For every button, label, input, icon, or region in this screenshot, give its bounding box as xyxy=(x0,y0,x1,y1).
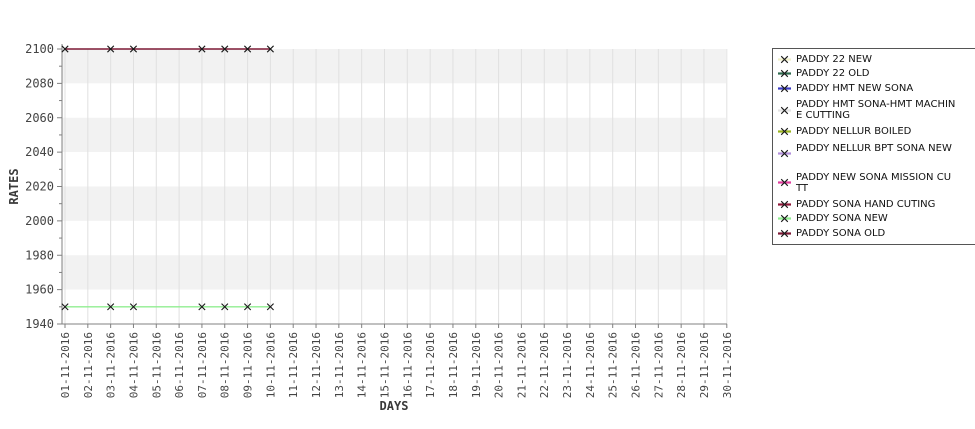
plot-band xyxy=(62,83,726,118)
legend-item: PADDY 22 OLD xyxy=(778,67,975,82)
legend-item-label: PADDY 22 NEW xyxy=(796,53,872,65)
x-marker xyxy=(266,45,274,53)
y-tick-label: 2040 xyxy=(25,145,54,159)
legend-item: PADDY HMT NEW SONA xyxy=(778,81,975,96)
legend-x-marker-icon xyxy=(778,144,791,163)
legend-item-label: PADDY HMT SONA-HMT MACHIN E CUTTING xyxy=(796,99,956,121)
x-tick-label: 05-11-2016 xyxy=(150,332,163,398)
legend-x-marker-icon xyxy=(778,79,791,98)
x-tick-label: 17-11-2016 xyxy=(424,332,437,398)
x-marker xyxy=(61,45,69,53)
legend-item: PADDY NEW SONA MISSION CU TT xyxy=(778,168,975,197)
x-marker xyxy=(266,303,274,311)
x-tick-label: 23-11-2016 xyxy=(561,332,574,398)
x-tick-label: 04-11-2016 xyxy=(127,332,140,398)
x-tick-label: 01-11-2016 xyxy=(59,332,72,398)
x-marker xyxy=(129,45,138,53)
y-axis-title: RATES xyxy=(7,168,21,204)
y-tick-label: 2060 xyxy=(25,111,54,125)
x-marker xyxy=(243,45,252,53)
legend-x-marker-icon xyxy=(778,195,791,214)
x-marker xyxy=(107,303,115,311)
plot-band xyxy=(62,49,726,84)
legend-x-marker-icon xyxy=(778,122,791,141)
x-tick-label: 08-11-2016 xyxy=(219,332,232,398)
plot-band xyxy=(62,186,726,221)
x-marker xyxy=(107,45,115,53)
x-tick-label: 22-11-2016 xyxy=(538,332,551,398)
plot-band xyxy=(62,255,726,290)
legend-item-label: PADDY SONA OLD xyxy=(796,227,886,239)
x-tick-label: 09-11-2016 xyxy=(242,332,255,398)
x-marker xyxy=(198,303,206,311)
x-marker xyxy=(61,303,69,311)
y-tick-label: 2100 xyxy=(25,42,54,56)
y-tick-label: 1980 xyxy=(25,248,54,262)
x-tick-label: 14-11-2016 xyxy=(356,332,369,398)
x-tick-label: 13-11-2016 xyxy=(333,332,346,398)
x-marker xyxy=(198,45,206,53)
x-tick-label: 10-11-2016 xyxy=(264,332,277,398)
legend-x-marker-icon xyxy=(778,209,791,228)
y-tick-label: 2000 xyxy=(25,214,54,228)
rates-line-chart: 2100 2080 2060 2040 2020 2000 1980 1960 1940 01-1… xyxy=(7,42,734,413)
x-tick-label: 26-11-2016 xyxy=(630,332,643,398)
y-tick-label: 1940 xyxy=(25,317,54,331)
legend-item: PADDY 22 NEW xyxy=(778,52,975,67)
x-tick-label: 21-11-2016 xyxy=(515,332,528,398)
legend-item-label: PADDY SONA NEW xyxy=(796,213,888,225)
x-tick-label: 30-11-2016 xyxy=(721,332,734,398)
x-tick-label: 19-11-2016 xyxy=(470,332,483,398)
x-marker xyxy=(129,303,138,311)
x-tick-label: 12-11-2016 xyxy=(310,332,323,398)
x-marker xyxy=(243,303,252,311)
x-tick-label: 16-11-2016 xyxy=(401,332,414,398)
legend-item: PADDY SONA NEW xyxy=(778,212,975,227)
legend-x-marker-icon xyxy=(778,101,791,120)
x-tick-label: 27-11-2016 xyxy=(652,332,665,398)
x-tick-label: 29-11-2016 xyxy=(698,332,711,398)
y-tick-label: 1960 xyxy=(25,283,54,297)
x-tick-label: 28-11-2016 xyxy=(675,332,688,398)
legend-item: PADDY NELLUR BPT SONA NEW xyxy=(778,139,975,168)
legend-item: PADDY SONA OLD xyxy=(778,226,975,241)
x-marker xyxy=(221,303,229,311)
y-tick-label: 2020 xyxy=(25,180,54,194)
x-axis-title: DAYS xyxy=(380,399,409,413)
x-tick-label: 07-11-2016 xyxy=(196,332,209,398)
x-tick-label: 20-11-2016 xyxy=(493,332,506,398)
x-marker xyxy=(221,45,229,53)
legend-item: PADDY SONA HAND CUTING xyxy=(778,197,975,212)
legend-item: PADDY HMT SONA-HMT MACHIN E CUTTING xyxy=(778,96,975,125)
x-tick-label: 25-11-2016 xyxy=(607,332,620,398)
x-tick-label: 06-11-2016 xyxy=(173,332,186,398)
legend-item-label: PADDY HMT NEW SONA xyxy=(796,82,914,94)
legend-x-marker-icon xyxy=(778,50,791,69)
plot-band xyxy=(62,220,726,256)
x-tick-label: 03-11-2016 xyxy=(105,332,118,398)
y-tick-label: 2080 xyxy=(25,76,54,90)
plot-band xyxy=(62,117,726,153)
x-tick-label: 18-11-2016 xyxy=(447,332,460,398)
legend-x-marker-icon xyxy=(778,173,791,192)
legend-item-label: PADDY NELLUR BOILED xyxy=(796,126,912,138)
x-tick-label: 02-11-2016 xyxy=(82,332,95,398)
legend-item-label: PADDY SONA HAND CUTING xyxy=(796,198,936,210)
plot-band xyxy=(62,152,726,187)
legend-box: PADDY 22 NEW PADDY 22 OLD PADDY HMT NEW SO… xyxy=(772,48,975,245)
x-tick-label: 15-11-2016 xyxy=(378,332,391,398)
legend-x-marker-icon xyxy=(778,64,791,83)
x-tick-label: 24-11-2016 xyxy=(584,332,597,398)
legend-item-label: PADDY NELLUR BPT SONA NEW xyxy=(796,142,952,154)
x-tick-label: 11-11-2016 xyxy=(287,332,300,398)
legend-item-label: PADDY NEW SONA MISSION CU TT xyxy=(796,171,952,194)
legend-x-marker-icon xyxy=(778,224,791,243)
legend-item: PADDY NELLUR BOILED xyxy=(778,125,975,140)
legend-item-label: PADDY 22 OLD xyxy=(796,68,870,80)
